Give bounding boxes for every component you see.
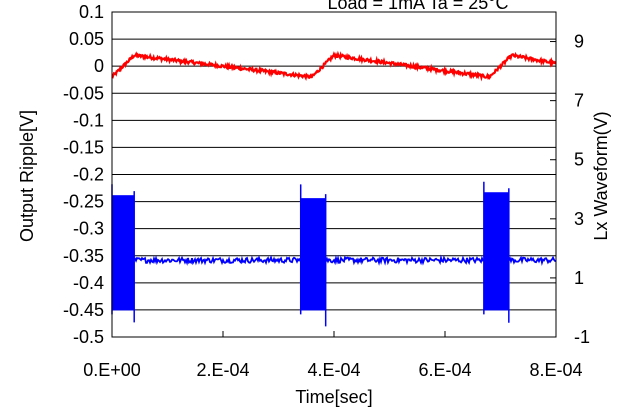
y-left-tick-label: -0.1 xyxy=(73,110,104,130)
ticks-layer: 0.1 0.05 0 -0.05 -0.1 -0.15 -0.2 -0.25 -0.3 -0.35… xyxy=(63,2,590,380)
y-right-tick-label: 7 xyxy=(574,91,584,111)
x-tick-label: 0.E+00 xyxy=(83,360,141,380)
chart-title: Load = 1mA Ta = 25°C xyxy=(328,0,509,13)
lx-switching-burst xyxy=(483,192,509,311)
y-left-tick-label: -0.05 xyxy=(63,83,104,103)
y-axis-left-label: Output Ripple[V] xyxy=(17,110,37,242)
x-tick-label: 6.E-04 xyxy=(418,360,471,380)
x-tick-label: 4.E-04 xyxy=(307,360,360,380)
y-left-tick-label: -0.4 xyxy=(73,273,104,293)
y-right-tick-label: -1 xyxy=(574,327,590,347)
y-left-tick-label: -0.5 xyxy=(73,327,104,347)
x-tick-label: 2.E-04 xyxy=(196,360,249,380)
y-right-tick-label: 1 xyxy=(574,268,584,288)
x-axis-label: Time[sec] xyxy=(295,387,372,407)
y-right-tick-label: 5 xyxy=(574,150,584,170)
y-left-tick-label: -0.25 xyxy=(63,192,104,212)
series-layer xyxy=(111,50,557,327)
y-left-tick-label: 0.1 xyxy=(79,2,104,22)
x-tick-label: 8.E-04 xyxy=(529,360,582,380)
y-axis-right-label: Lx Waveform(V) xyxy=(591,111,611,240)
y-left-tick-label: -0.2 xyxy=(73,165,104,185)
y-left-tick-label: -0.35 xyxy=(63,246,104,266)
y-left-tick-label: -0.15 xyxy=(63,137,104,157)
y-right-tick-label: 3 xyxy=(574,209,584,229)
y-left-tick-label: 0 xyxy=(94,56,104,76)
output-ripple-line xyxy=(111,50,557,82)
y-left-tick-label: -0.3 xyxy=(73,219,104,239)
y-right-tick-label: 9 xyxy=(574,32,584,52)
lx-switching-burst xyxy=(112,195,135,311)
y-left-tick-label: -0.45 xyxy=(63,300,104,320)
y-left-tick-label: 0.05 xyxy=(69,29,104,49)
lx-switching-burst xyxy=(300,198,326,311)
lx-baseline-line xyxy=(111,254,557,266)
title-background xyxy=(280,0,556,11)
